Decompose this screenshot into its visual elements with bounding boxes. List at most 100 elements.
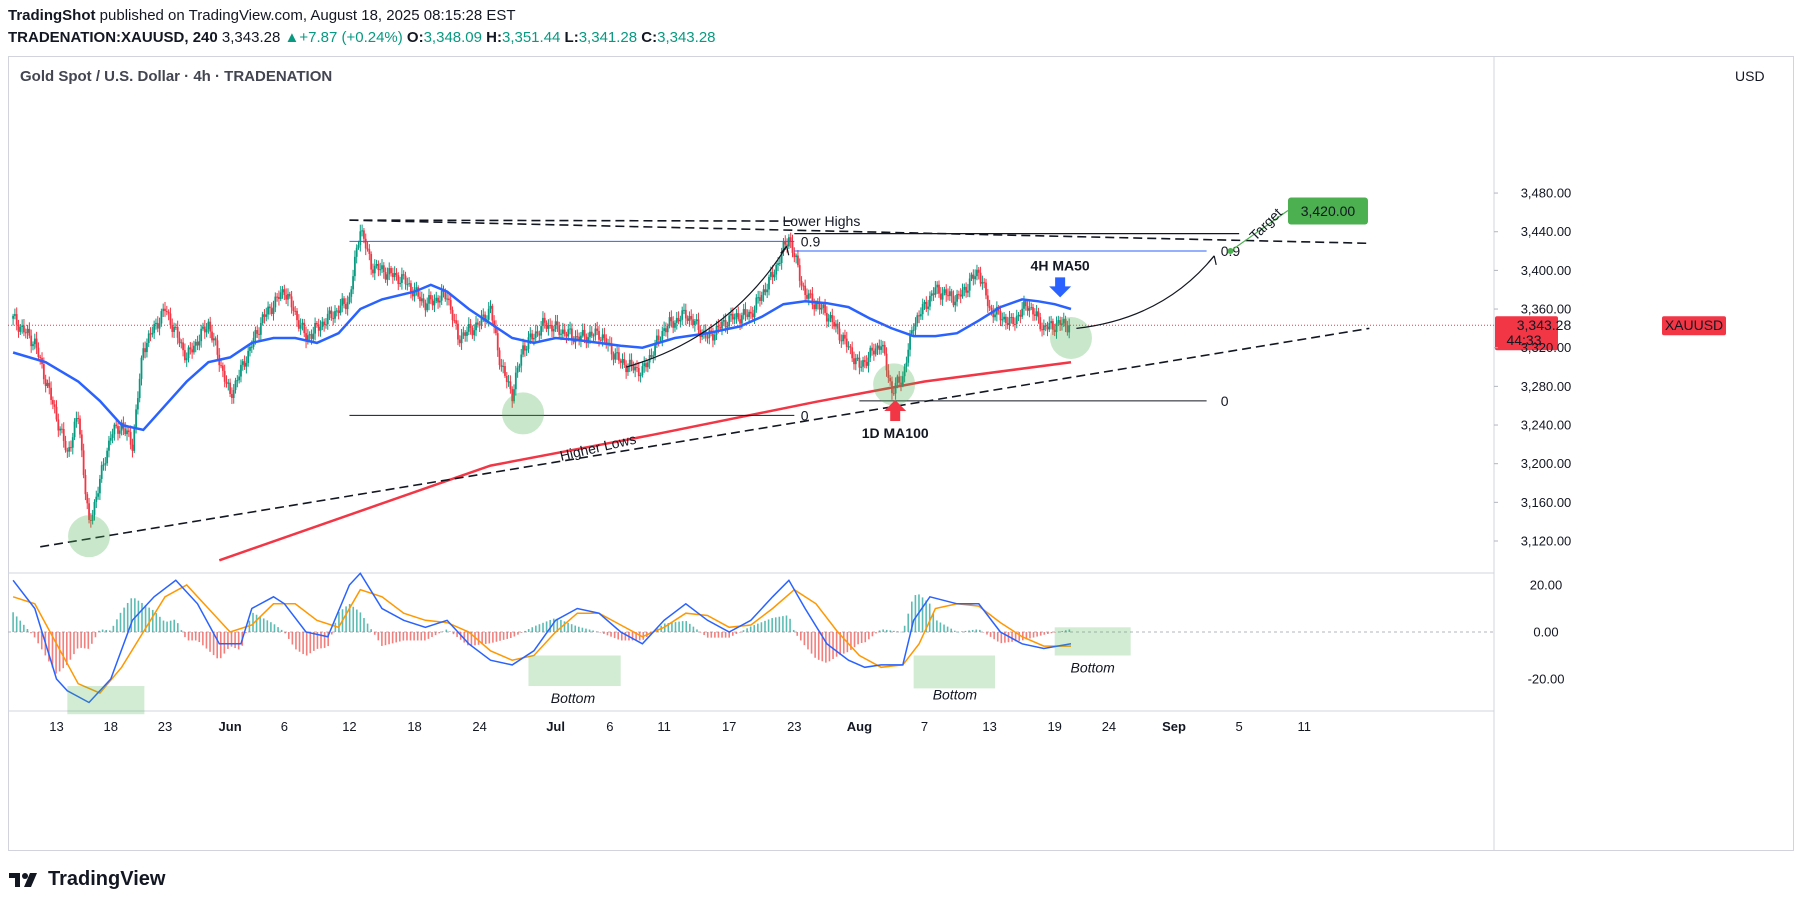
candle[interactable] <box>426 297 429 313</box>
candle[interactable] <box>730 307 732 322</box>
candle[interactable] <box>901 371 904 388</box>
candle[interactable] <box>912 323 915 337</box>
candle[interactable] <box>636 360 638 373</box>
candle[interactable] <box>920 307 922 320</box>
candle[interactable] <box>880 339 883 355</box>
candle[interactable] <box>221 362 224 378</box>
candle[interactable] <box>525 345 528 356</box>
candle[interactable] <box>417 285 420 300</box>
candle[interactable] <box>845 331 848 353</box>
candle[interactable] <box>258 327 260 341</box>
candle[interactable] <box>936 281 939 295</box>
candle[interactable] <box>71 432 74 455</box>
candle[interactable] <box>77 411 80 425</box>
candle[interactable] <box>811 287 814 310</box>
candle[interactable] <box>440 284 443 305</box>
candle[interactable] <box>48 376 51 395</box>
candle[interactable] <box>19 323 22 335</box>
candle[interactable] <box>26 324 29 340</box>
candle[interactable] <box>406 277 409 291</box>
candle[interactable] <box>932 287 935 301</box>
candle[interactable] <box>558 321 561 339</box>
candle[interactable] <box>462 326 465 339</box>
candle[interactable] <box>616 345 618 360</box>
publisher-name[interactable]: TradingShot <box>8 7 96 24</box>
candle[interactable] <box>762 284 765 302</box>
candle[interactable] <box>925 296 928 313</box>
candle[interactable] <box>822 302 825 315</box>
candle[interactable] <box>384 267 387 283</box>
candle[interactable] <box>1037 307 1040 324</box>
candle[interactable] <box>549 318 552 329</box>
candle[interactable] <box>594 323 597 341</box>
candle[interactable] <box>630 353 633 372</box>
candle[interactable] <box>263 309 266 324</box>
candle[interactable] <box>424 299 427 317</box>
candle[interactable] <box>992 305 995 324</box>
candle[interactable] <box>675 311 678 330</box>
candle[interactable] <box>193 340 195 355</box>
candle[interactable] <box>247 346 250 367</box>
candle[interactable] <box>930 290 933 302</box>
candle[interactable] <box>1008 310 1011 331</box>
candle[interactable] <box>531 329 534 343</box>
candle[interactable] <box>305 326 307 349</box>
candle[interactable] <box>569 321 571 335</box>
candle[interactable] <box>335 307 338 317</box>
candle[interactable] <box>155 318 157 330</box>
candle[interactable] <box>1012 312 1015 327</box>
candle[interactable] <box>1055 316 1058 339</box>
candle[interactable] <box>1039 312 1042 332</box>
candle[interactable] <box>1001 312 1004 327</box>
candle[interactable] <box>489 300 492 314</box>
candle[interactable] <box>905 356 908 373</box>
candle[interactable] <box>679 315 682 328</box>
candle[interactable] <box>343 296 345 309</box>
candle[interactable] <box>156 316 159 333</box>
candle[interactable] <box>370 251 373 275</box>
candle[interactable] <box>14 308 16 320</box>
candle[interactable] <box>1062 312 1065 328</box>
candle[interactable] <box>554 314 557 332</box>
candle[interactable] <box>129 425 132 450</box>
candle[interactable] <box>207 318 210 334</box>
candle[interactable] <box>988 299 991 312</box>
candle[interactable] <box>478 321 481 333</box>
candle[interactable] <box>236 375 239 388</box>
candle[interactable] <box>891 376 893 400</box>
candle[interactable] <box>623 352 626 368</box>
candle[interactable] <box>690 309 693 326</box>
candle[interactable] <box>710 323 713 337</box>
candle[interactable] <box>33 333 36 350</box>
candle[interactable] <box>296 308 298 327</box>
candle[interactable] <box>191 342 194 359</box>
candle[interactable] <box>547 319 550 336</box>
candle[interactable] <box>833 315 835 330</box>
candle[interactable] <box>330 306 333 321</box>
candle[interactable] <box>1006 316 1009 329</box>
candle[interactable] <box>261 311 264 326</box>
candle[interactable] <box>46 379 49 389</box>
candle[interactable] <box>140 355 143 386</box>
candle[interactable] <box>185 352 188 367</box>
candle[interactable] <box>402 270 405 280</box>
candle[interactable] <box>797 250 799 268</box>
candle[interactable] <box>968 272 971 298</box>
candle[interactable] <box>390 265 392 277</box>
candle[interactable] <box>778 256 781 267</box>
candle[interactable] <box>677 311 680 325</box>
candle[interactable] <box>789 232 792 249</box>
candle[interactable] <box>1010 313 1013 324</box>
candle[interactable] <box>538 330 541 343</box>
candle[interactable] <box>317 318 320 337</box>
candle[interactable] <box>970 272 973 282</box>
candle[interactable] <box>435 291 438 304</box>
candle[interactable] <box>985 278 987 300</box>
candle[interactable] <box>552 325 555 338</box>
candle[interactable] <box>363 228 365 244</box>
candle[interactable] <box>212 332 215 347</box>
candle[interactable] <box>466 326 468 342</box>
symbol-tag[interactable] <box>1662 316 1726 336</box>
candle[interactable] <box>746 309 749 320</box>
candle[interactable] <box>136 391 139 415</box>
